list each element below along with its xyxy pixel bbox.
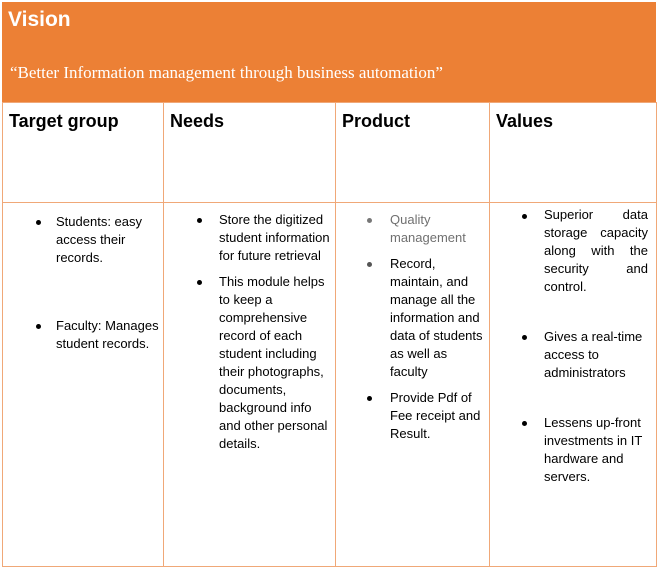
list-item-text: This module helps to keep a comprehensiv… [219,274,328,451]
bullet-icon [36,220,41,225]
list-item: Provide Pdf of Fee receipt and Result. [336,389,489,443]
needs-list: Store the digitized student information … [164,203,335,453]
list-item: Superior data storage capacity along wit… [490,206,656,296]
list-item: This module helps to keep a comprehensiv… [164,273,335,453]
header-cell-needs: Needs [163,102,336,203]
list-item-text: Quality management [390,212,466,245]
list-item: Gives a real-time access to administrato… [490,328,656,382]
bullet-icon [522,335,527,340]
list-item-text: Lessens up-front investments in IT hardw… [544,415,643,484]
list-item: Store the digitized student information … [164,211,335,265]
bullet-icon [522,214,527,219]
vision-title: Vision [8,8,71,31]
header-cell-values: Values [489,102,657,203]
header-row: Target group Needs Product Values [2,102,657,203]
cell-needs: Store the digitized student information … [163,202,336,567]
list-item-text: Faculty: Manages student records. [56,318,159,351]
vision-statement: “Better Information management through b… [10,63,443,82]
product-list: Quality management Record, maintain, and… [336,203,489,443]
list-item: Students: easy access their records. [3,213,163,267]
bullet-icon [522,421,527,426]
list-item-text: Gives a real-time access to administrato… [544,329,643,380]
bullet-icon [36,324,41,329]
list-item-text: Provide Pdf of Fee receipt and Result. [390,390,481,441]
list-item: Faculty: Manages student records. [3,317,163,353]
bullet-icon [197,280,202,285]
column-header-needs: Needs [170,111,225,131]
cell-product: Quality management Record, maintain, and… [335,202,490,567]
list-item: Lessens up-front investments in IT hardw… [490,414,656,486]
list-item: Quality management [336,211,489,247]
target-group-list: Students: easy access their records. Fac… [3,203,163,353]
list-item-text: Superior data storage capacity along wit… [544,207,648,294]
bullet-icon [367,262,372,267]
bullet-icon [367,218,372,223]
column-header-values: Values [496,111,554,131]
content-row: Students: easy access their records. Fac… [2,202,657,567]
column-header-target-group: Target group [9,111,119,131]
list-item-text: Store the digitized student information … [219,212,330,263]
column-header-product: Product [342,111,411,131]
list-item: Record, maintain, and manage all the inf… [336,255,489,381]
bullet-icon [197,218,202,223]
vision-banner: Vision “Better Information management th… [2,2,656,102]
cell-values: Superior data storage capacity along wit… [489,202,657,567]
list-item-text: Students: easy access their records. [56,214,142,265]
header-cell-product: Product [335,102,490,203]
values-list: Superior data storage capacity along wit… [490,203,656,486]
cell-target-group: Students: easy access their records. Fac… [2,202,164,567]
vision-table: Target group Needs Product Values Studen… [2,102,657,567]
list-item-text: Record, maintain, and manage all the inf… [390,256,483,379]
bullet-icon [367,396,372,401]
header-cell-target-group: Target group [2,102,164,203]
